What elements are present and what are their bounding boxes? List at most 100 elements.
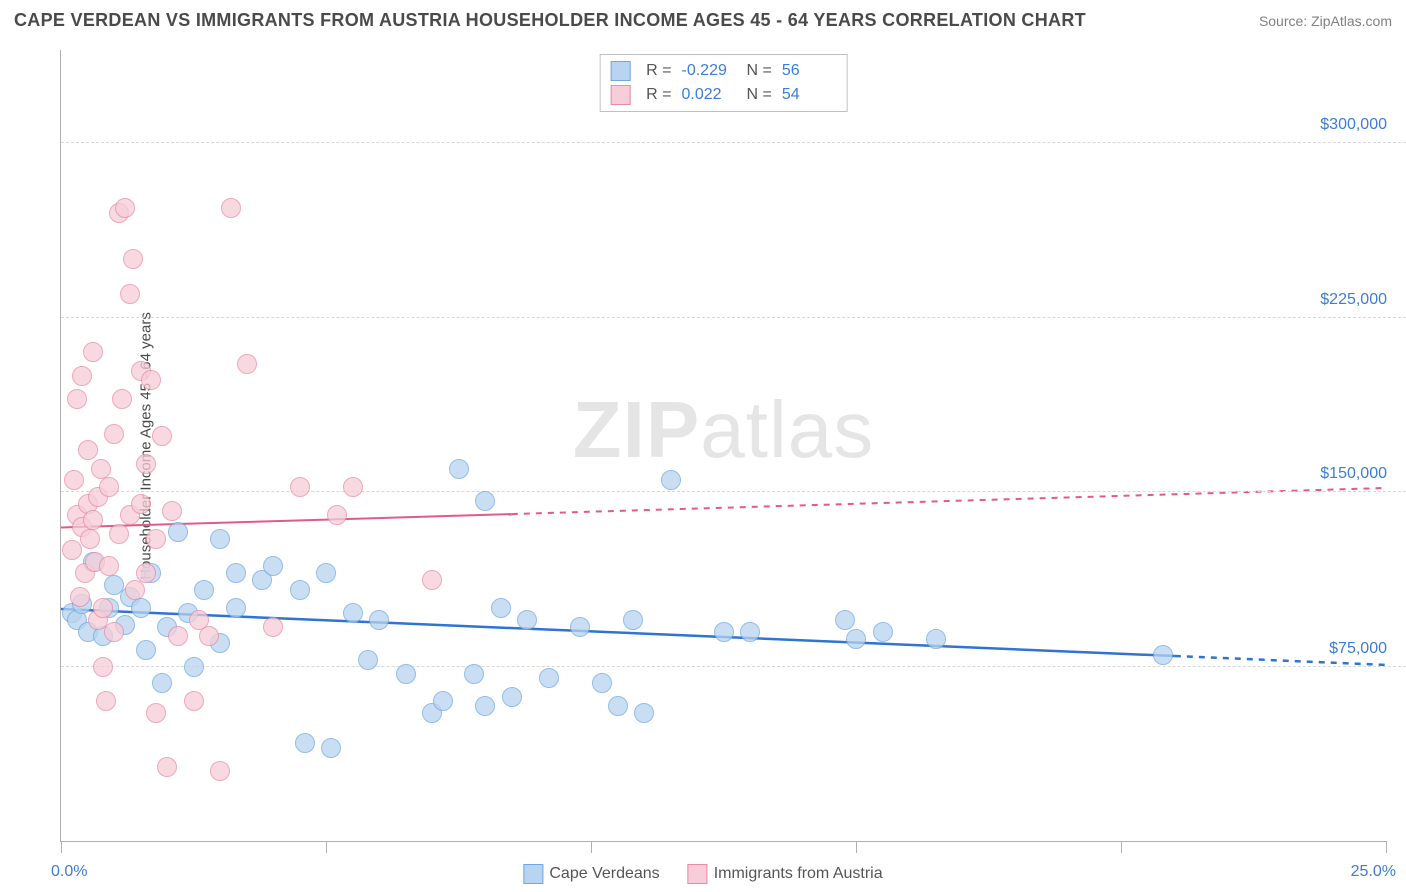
gridline-h bbox=[61, 491, 1406, 492]
data-point bbox=[115, 198, 135, 218]
data-point bbox=[263, 617, 283, 637]
data-point bbox=[226, 598, 246, 618]
trend-lines bbox=[61, 50, 1386, 841]
data-point bbox=[475, 491, 495, 511]
data-point bbox=[104, 424, 124, 444]
data-point bbox=[570, 617, 590, 637]
data-point bbox=[290, 477, 310, 497]
x-axis-min-label: 0.0% bbox=[51, 863, 87, 881]
chart-plot-area: ZIPatlas R =-0.229N =56R =0.022N =54 0.0… bbox=[60, 50, 1386, 842]
data-point bbox=[221, 198, 241, 218]
data-point bbox=[661, 470, 681, 490]
data-point bbox=[123, 249, 143, 269]
data-point bbox=[99, 556, 119, 576]
data-point bbox=[131, 494, 151, 514]
data-point bbox=[152, 673, 172, 693]
x-tick bbox=[856, 841, 857, 853]
gridline-h bbox=[61, 666, 1406, 667]
data-point bbox=[539, 668, 559, 688]
data-point bbox=[67, 389, 87, 409]
data-point bbox=[168, 626, 188, 646]
data-point bbox=[327, 505, 347, 525]
series-legend: Cape Verdeans Immigrants from Austria bbox=[523, 864, 882, 884]
data-point bbox=[109, 524, 129, 544]
data-point bbox=[343, 603, 363, 623]
data-point bbox=[93, 657, 113, 677]
data-point bbox=[104, 622, 124, 642]
data-point bbox=[136, 454, 156, 474]
data-point bbox=[422, 570, 442, 590]
data-point bbox=[464, 664, 484, 684]
data-point bbox=[449, 459, 469, 479]
data-point bbox=[120, 284, 140, 304]
data-point bbox=[210, 761, 230, 781]
data-point bbox=[131, 598, 151, 618]
x-tick bbox=[1121, 841, 1122, 853]
data-point bbox=[62, 540, 82, 560]
data-point bbox=[91, 459, 111, 479]
data-point bbox=[72, 366, 92, 386]
data-point bbox=[83, 342, 103, 362]
chart-source: Source: ZipAtlas.com bbox=[1259, 13, 1392, 29]
data-point bbox=[194, 580, 214, 600]
data-point bbox=[99, 477, 119, 497]
data-point bbox=[96, 691, 116, 711]
data-point bbox=[226, 563, 246, 583]
data-point bbox=[78, 440, 98, 460]
data-point bbox=[184, 657, 204, 677]
data-point bbox=[136, 563, 156, 583]
data-point bbox=[112, 389, 132, 409]
data-point bbox=[136, 640, 156, 660]
data-point bbox=[199, 626, 219, 646]
data-point bbox=[358, 650, 378, 670]
data-point bbox=[184, 691, 204, 711]
data-point bbox=[369, 610, 389, 630]
data-point bbox=[70, 587, 90, 607]
x-tick bbox=[326, 841, 327, 853]
y-tick-label: $300,000 bbox=[1316, 116, 1391, 134]
data-point bbox=[168, 522, 188, 542]
data-point bbox=[835, 610, 855, 630]
data-point bbox=[146, 703, 166, 723]
data-point bbox=[295, 733, 315, 753]
data-point bbox=[502, 687, 522, 707]
data-point bbox=[926, 629, 946, 649]
legend-label: Cape Verdeans bbox=[549, 865, 659, 882]
gridline-h bbox=[61, 317, 1406, 318]
data-point bbox=[80, 529, 100, 549]
gridline-h bbox=[61, 142, 1406, 143]
x-tick bbox=[591, 841, 592, 853]
data-point bbox=[64, 470, 84, 490]
data-point bbox=[141, 370, 161, 390]
data-point bbox=[263, 556, 283, 576]
y-tick-label: $225,000 bbox=[1316, 291, 1391, 309]
data-point bbox=[608, 696, 628, 716]
data-point bbox=[634, 703, 654, 723]
x-tick bbox=[61, 841, 62, 853]
data-point bbox=[83, 510, 103, 530]
data-point bbox=[433, 691, 453, 711]
data-point bbox=[210, 529, 230, 549]
data-point bbox=[290, 580, 310, 600]
data-point bbox=[237, 354, 257, 374]
data-point bbox=[491, 598, 511, 618]
data-point bbox=[152, 426, 172, 446]
data-point bbox=[321, 738, 341, 758]
data-point bbox=[157, 757, 177, 777]
y-tick-label: $75,000 bbox=[1325, 640, 1391, 658]
legend-label: Immigrants from Austria bbox=[714, 865, 883, 882]
chart-header: CAPE VERDEAN VS IMMIGRANTS FROM AUSTRIA … bbox=[14, 10, 1392, 31]
data-point bbox=[517, 610, 537, 630]
data-point bbox=[475, 696, 495, 716]
data-point bbox=[873, 622, 893, 642]
data-point bbox=[316, 563, 336, 583]
data-point bbox=[740, 622, 760, 642]
x-axis-max-label: 25.0% bbox=[1351, 863, 1396, 881]
x-tick bbox=[1386, 841, 1387, 853]
legend-item: Cape Verdeans bbox=[523, 864, 659, 884]
chart-title: CAPE VERDEAN VS IMMIGRANTS FROM AUSTRIA … bbox=[14, 10, 1086, 31]
data-point bbox=[93, 598, 113, 618]
legend-swatch bbox=[523, 864, 543, 884]
data-point bbox=[1153, 645, 1173, 665]
legend-item: Immigrants from Austria bbox=[688, 864, 883, 884]
